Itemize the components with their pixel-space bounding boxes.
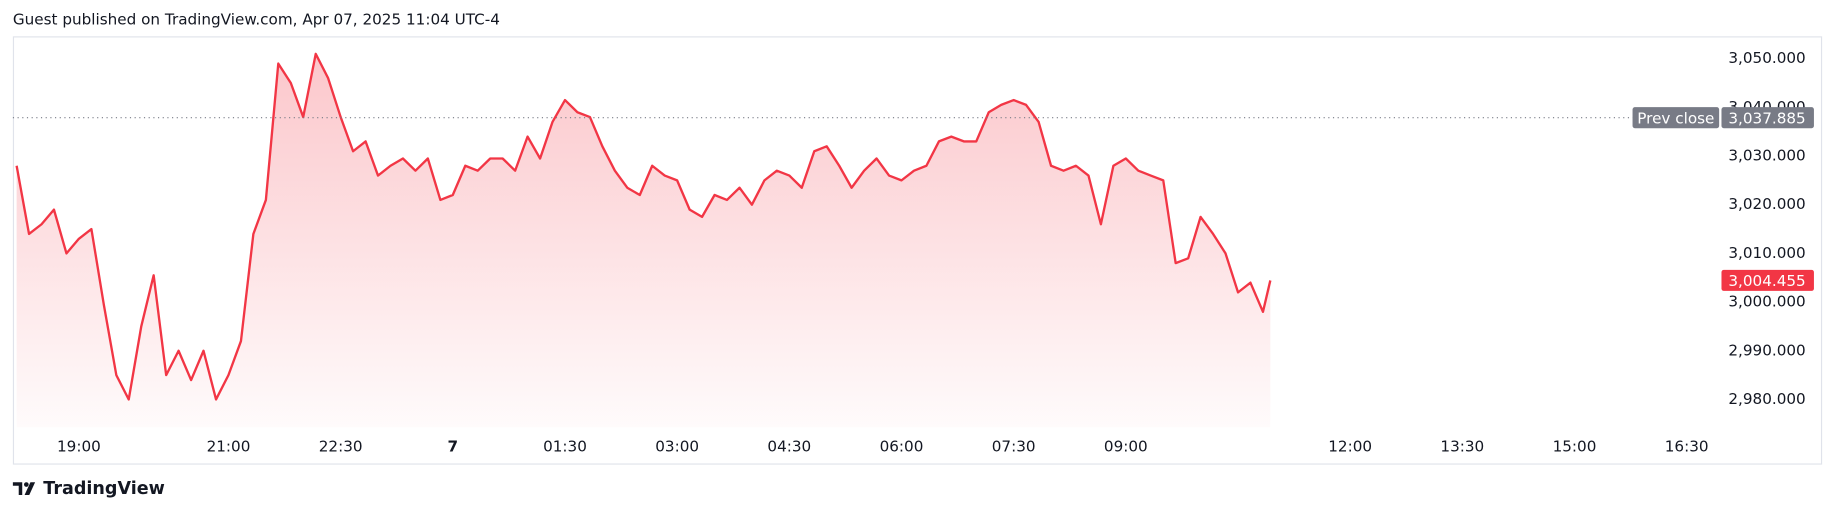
chart-frame — [12, 36, 1823, 465]
prev-close-tag — [1632, 107, 1720, 129]
y-tick-label: 3,010.000 — [1728, 244, 1805, 262]
plot-area — [15, 52, 1272, 428]
y-tick-label: 3,030.000 — [1728, 147, 1805, 165]
y-tick-label: 2,990.000 — [1728, 341, 1805, 359]
x-tick-label: 15:00 — [1553, 438, 1597, 456]
brand-text: TradingView — [43, 479, 165, 499]
last-price-label: 3,004.455 — [1728, 272, 1805, 290]
x-tick-label: 01:30 — [543, 438, 587, 456]
x-tick-label: 04:30 — [767, 438, 811, 456]
x-tick-label: 12:00 — [1328, 438, 1372, 456]
x-tick-label: 7 — [448, 438, 459, 456]
tradingview-logo — [12, 482, 36, 496]
x-tick-label: 22:30 — [319, 438, 363, 456]
x-tick-label: 03:00 — [655, 438, 699, 456]
x-tick-label: 07:30 — [992, 438, 1036, 456]
x-tick-label: 19:00 — [57, 438, 101, 456]
y-tick-label: 3,020.000 — [1728, 195, 1805, 213]
x-tick-label: 06:00 — [880, 438, 924, 456]
y-tick-label: 3,050.000 — [1728, 49, 1805, 67]
price-line — [15, 52, 1272, 401]
prev-close-value: 3,037.885 — [1728, 109, 1805, 127]
x-tick-label: 21:00 — [207, 438, 251, 456]
area-fill — [16, 53, 1271, 428]
prev-close-label: Prev close — [1637, 109, 1714, 127]
last-price-tag — [1721, 269, 1814, 291]
x-tick-label: 09:00 — [1104, 438, 1148, 456]
y-tick-label: 3,000.000 — [1728, 293, 1805, 311]
x-tick-label: 16:30 — [1665, 438, 1709, 456]
y-tick-label: 2,980.000 — [1728, 390, 1805, 408]
x-tick-label: 13:30 — [1440, 438, 1484, 456]
prev-close-value-tag — [1721, 107, 1814, 129]
header-text: Guest published on TradingView.com, Apr … — [13, 10, 500, 28]
